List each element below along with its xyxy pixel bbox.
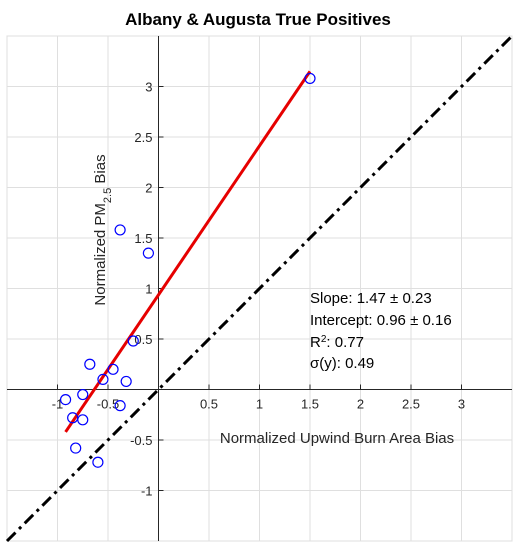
stats-r2-base: R <box>310 334 321 351</box>
tick-labels: -1 -0.5 0.5 1 1.5 2 2.5 3 -1 -0.5 0.5 1 1.5 2 2.5 3 <box>52 80 465 499</box>
x-tick-label: -1 <box>52 397 64 412</box>
x-tick-label: -0.5 <box>97 397 119 412</box>
data-point <box>120 375 132 388</box>
chart-title: Albany & Augusta True Positives <box>125 10 391 29</box>
y-tick-label: 1.5 <box>134 231 152 246</box>
data-point <box>92 456 104 468</box>
x-tick-label: 1.5 <box>301 397 319 412</box>
y-tick-label: 2 <box>145 181 152 196</box>
x-tick-label: 0.5 <box>200 397 218 412</box>
data-point <box>84 358 96 370</box>
data-point <box>114 400 126 412</box>
x-tick-label: 2 <box>357 397 364 412</box>
data-point <box>107 363 119 375</box>
y-axis-label-subscript: 2.5 <box>102 188 114 203</box>
y-axis-label-tail: Bias <box>92 154 109 187</box>
data-point <box>59 394 72 406</box>
y-tick-label: -0.5 <box>130 433 152 448</box>
y-tick-label: 0.5 <box>134 332 152 347</box>
data-point <box>142 247 154 259</box>
x-tick-label: 3 <box>458 397 465 412</box>
fit-line <box>64 70 312 433</box>
x-tick-label: 1 <box>256 397 263 412</box>
stats-r2: R2: 0.77 <box>310 334 364 352</box>
y-tick-label: -1 <box>141 484 153 499</box>
y-tick-label: 3 <box>145 80 152 95</box>
y-axis-label-base: Normalized PM <box>92 203 109 306</box>
data-point <box>70 442 82 454</box>
stats-box: Slope: 1.47 ± 0.23 Intercept: 0.96 ± 0.1… <box>310 290 452 372</box>
y-tick-label: 2.5 <box>134 130 152 145</box>
stats-sigma: σ(y): 0.49 <box>310 355 374 372</box>
data-points <box>59 72 316 468</box>
stats-r2-tail: : 0.77 <box>326 334 364 351</box>
y-axis-label: Normalized PM2.5 Bias <box>92 154 114 305</box>
data-point <box>77 388 89 401</box>
identity-line <box>5 34 514 543</box>
grid-lines <box>6 35 513 542</box>
data-point <box>97 373 109 385</box>
stats-slope: Slope: 1.47 ± 0.23 <box>310 290 432 307</box>
stats-r2-superscript: 2 <box>321 334 327 345</box>
data-point <box>304 72 316 85</box>
y-tick-label: 1 <box>145 282 152 297</box>
stats-intercept: Intercept: 0.96 ± 0.16 <box>310 312 452 329</box>
x-tick-label: 2.5 <box>402 397 420 412</box>
data-point <box>77 414 89 426</box>
data-point <box>127 335 139 347</box>
x-axis-label: Normalized Upwind Burn Area Bias <box>220 430 454 447</box>
data-point <box>114 224 126 236</box>
